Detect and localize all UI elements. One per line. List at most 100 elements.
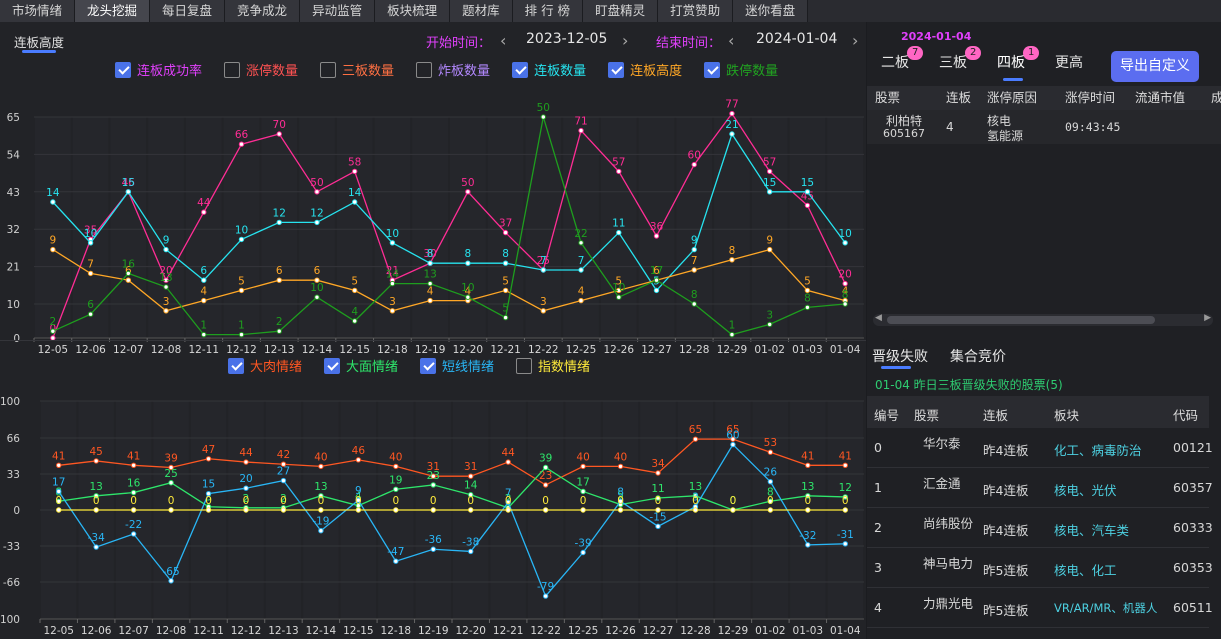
data-point[interactable] bbox=[542, 464, 549, 471]
data-point[interactable] bbox=[804, 287, 811, 294]
data-point[interactable] bbox=[50, 199, 56, 205]
data-point[interactable] bbox=[692, 436, 699, 442]
data-point[interactable] bbox=[729, 110, 735, 117]
data-point[interactable] bbox=[842, 494, 848, 500]
data-point[interactable] bbox=[729, 131, 735, 137]
data-point[interactable] bbox=[767, 507, 774, 513]
col-reason[interactable]: 涨停原因 bbox=[987, 90, 1038, 105]
data-point[interactable] bbox=[580, 549, 586, 556]
data-point[interactable] bbox=[502, 314, 509, 321]
data-point[interactable] bbox=[655, 470, 661, 476]
data-point[interactable] bbox=[355, 457, 362, 463]
checkbox-icon[interactable] bbox=[516, 357, 533, 374]
data-point[interactable] bbox=[842, 462, 848, 469]
end-next-arrow[interactable]: › bbox=[852, 31, 859, 50]
data-point[interactable] bbox=[542, 593, 549, 599]
data-point[interactable] bbox=[93, 544, 99, 550]
col-sector[interactable]: 板块 bbox=[1054, 408, 1080, 423]
data-point[interactable] bbox=[578, 297, 584, 304]
data-point[interactable] bbox=[653, 287, 660, 294]
data-point[interactable] bbox=[280, 461, 287, 467]
data-point[interactable] bbox=[163, 308, 169, 314]
data-point[interactable] bbox=[653, 233, 660, 239]
data-point[interactable] bbox=[243, 507, 249, 513]
data-point[interactable] bbox=[804, 304, 811, 311]
data-point[interactable] bbox=[468, 548, 474, 555]
nav-tab[interactable]: 迷你看盘 bbox=[733, 0, 809, 22]
start-date-value[interactable]: 2023-12-05 bbox=[526, 31, 608, 47]
data-point[interactable] bbox=[691, 267, 697, 273]
data-point[interactable] bbox=[617, 463, 624, 470]
data-point[interactable] bbox=[238, 287, 245, 294]
checkbox-icon[interactable] bbox=[704, 61, 721, 78]
col-code[interactable]: 代码 bbox=[1173, 408, 1199, 423]
data-point[interactable] bbox=[389, 280, 396, 287]
scroll-right-arrow[interactable]: ▶ bbox=[1204, 313, 1211, 323]
start-prev-arrow[interactable]: ‹ bbox=[500, 31, 507, 50]
data-point[interactable] bbox=[351, 318, 358, 324]
checkbox-icon[interactable] bbox=[228, 357, 244, 374]
data-point[interactable] bbox=[580, 488, 586, 495]
col-stock[interactable]: 股票 bbox=[914, 408, 940, 423]
scroll-left-arrow[interactable]: ◀ bbox=[875, 313, 882, 323]
legend-toggle[interactable]: 大肉情绪 bbox=[228, 356, 302, 375]
checkbox-icon[interactable] bbox=[115, 61, 131, 78]
col-extra[interactable]: 成 bbox=[1211, 90, 1221, 105]
data-point[interactable] bbox=[617, 507, 624, 513]
data-point[interactable] bbox=[465, 189, 471, 195]
legend-toggle[interactable]: 三板数量 bbox=[320, 60, 394, 79]
data-point[interactable] bbox=[578, 267, 584, 273]
nav-tab[interactable]: 板块梳理 bbox=[375, 0, 451, 22]
data-point[interactable] bbox=[502, 229, 509, 236]
data-point[interactable] bbox=[318, 463, 324, 470]
data-point[interactable] bbox=[243, 459, 249, 465]
data-point[interactable] bbox=[805, 542, 811, 548]
data-point[interactable] bbox=[205, 456, 212, 462]
data-point[interactable] bbox=[430, 482, 436, 488]
data-point[interactable] bbox=[617, 498, 624, 504]
data-point[interactable] bbox=[542, 482, 549, 488]
data-point[interactable] bbox=[56, 507, 62, 513]
checkbox-icon[interactable] bbox=[416, 61, 433, 78]
data-point[interactable] bbox=[276, 219, 282, 226]
data-point[interactable] bbox=[468, 507, 474, 513]
data-point[interactable] bbox=[805, 462, 811, 469]
data-point[interactable] bbox=[468, 492, 474, 498]
data-point[interactable] bbox=[205, 507, 212, 513]
data-point[interactable] bbox=[616, 229, 622, 236]
data-point[interactable] bbox=[201, 331, 207, 338]
data-point[interactable] bbox=[766, 189, 773, 195]
col-boards[interactable]: 连板 bbox=[983, 408, 1009, 423]
legend-toggle[interactable]: 连板高度 bbox=[608, 60, 682, 79]
data-point[interactable] bbox=[804, 189, 811, 195]
data-point[interactable] bbox=[201, 209, 207, 215]
data-point[interactable] bbox=[163, 246, 169, 253]
data-point[interactable] bbox=[318, 493, 324, 499]
data-point[interactable] bbox=[691, 301, 697, 307]
data-point[interactable] bbox=[616, 287, 622, 294]
legend-toggle[interactable]: 短线情绪 bbox=[420, 356, 494, 375]
data-point[interactable] bbox=[542, 507, 549, 513]
data-point[interactable] bbox=[56, 488, 62, 495]
data-point[interactable] bbox=[804, 202, 811, 209]
nav-tab[interactable]: 打赏赞助 bbox=[658, 0, 734, 22]
data-point[interactable] bbox=[93, 458, 99, 464]
data-point[interactable] bbox=[655, 495, 661, 501]
data-point[interactable] bbox=[276, 277, 282, 283]
table-row[interactable]: 利柏特 605167 4 核电 氢能源 09:43:45 bbox=[867, 110, 1221, 144]
checkbox-icon[interactable] bbox=[320, 61, 337, 78]
data-point[interactable] bbox=[767, 498, 774, 504]
data-point[interactable] bbox=[692, 507, 699, 513]
data-point[interactable] bbox=[505, 499, 511, 506]
data-point[interactable] bbox=[427, 280, 433, 287]
nav-tab[interactable]: 盯盘精灵 bbox=[583, 0, 659, 22]
data-point[interactable] bbox=[468, 473, 474, 479]
legend-toggle[interactable]: 跌停数量 bbox=[704, 60, 778, 79]
data-point[interactable] bbox=[729, 331, 735, 338]
nav-tab[interactable]: 市场情绪 bbox=[0, 0, 76, 22]
data-point[interactable] bbox=[314, 219, 320, 226]
data-point[interactable] bbox=[766, 168, 773, 175]
checkbox-icon[interactable] bbox=[420, 357, 437, 374]
end-prev-arrow[interactable]: ‹ bbox=[728, 31, 735, 50]
data-point[interactable] bbox=[842, 541, 848, 547]
